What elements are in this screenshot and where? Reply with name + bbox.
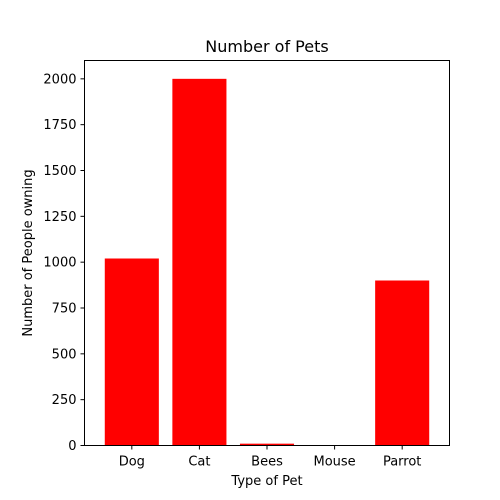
y-tick-label: 0	[68, 439, 76, 454]
plot-frame	[84, 60, 450, 446]
y-tick-label: 750	[52, 302, 77, 317]
y-axis-ticks: 0 250 500 750 1000 1250 1500 1750 2000	[43, 72, 85, 454]
y-tick-label: 1750	[43, 118, 76, 133]
y-tick-label: 250	[52, 393, 77, 408]
x-axis-ticks: Dog Cat Bees Mouse Parrot	[119, 445, 421, 470]
y-tick-label: 1000	[43, 256, 76, 271]
y-tick-label: 500	[52, 347, 77, 362]
y-tick-label: 1250	[43, 210, 76, 225]
x-tick-label: Dog	[119, 455, 145, 470]
chart-title: Number of Pets	[205, 37, 328, 56]
x-tick-label: Mouse	[313, 455, 355, 470]
y-tick-label: 1500	[43, 164, 76, 179]
bar-dog	[104, 258, 159, 446]
x-axis-label: Type of Pet	[230, 474, 302, 489]
bar-cat	[172, 78, 227, 446]
x-tick-label: Cat	[188, 455, 210, 470]
x-tick-label: Bees	[251, 455, 283, 470]
bar-parrot	[375, 280, 430, 446]
y-tick-label: 2000	[43, 72, 76, 87]
x-tick-label: Parrot	[383, 455, 421, 470]
y-axis-label: Number of People owning	[21, 169, 36, 336]
bars-group	[104, 78, 430, 446]
bar-bees	[239, 443, 295, 446]
